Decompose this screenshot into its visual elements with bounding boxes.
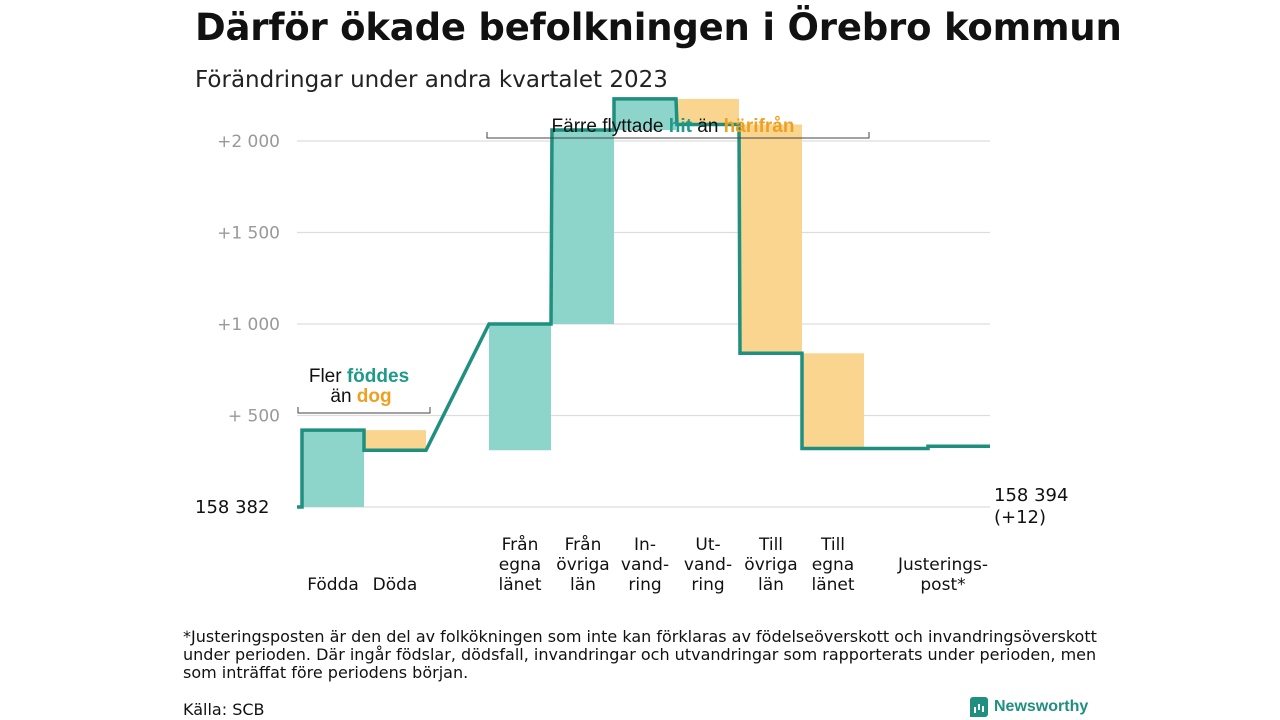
page-subtitle: Förändringar under andra kvartalet 2023 bbox=[195, 67, 668, 93]
waterfall-chart: +2 000 +1 500 +1 000 + 500 158 382 Födda Döda F… bbox=[195, 97, 1068, 595]
bar-decrease bbox=[802, 353, 864, 449]
bar-increase bbox=[302, 430, 364, 507]
category-label: Från bbox=[502, 534, 539, 555]
source-label: Källa: SCB bbox=[183, 700, 265, 719]
category-label: Ut- bbox=[695, 535, 720, 555]
category-label: Döda bbox=[373, 575, 418, 595]
annotation-word-orange: härifrån bbox=[718, 116, 794, 137]
cumulative-step-line bbox=[297, 97, 990, 509]
annotation-word-teal: hit bbox=[663, 116, 692, 137]
y-tick-label: +1 000 bbox=[217, 315, 280, 335]
category-label: post* bbox=[920, 575, 965, 595]
brand-name: Newsworthy bbox=[994, 698, 1089, 715]
category-label: vand- bbox=[684, 555, 732, 575]
category-label: Till bbox=[758, 535, 783, 555]
bars bbox=[302, 98, 864, 507]
newsworthy-logo-icon bbox=[970, 697, 988, 717]
step-line bbox=[297, 97, 990, 509]
category-label: egna bbox=[499, 555, 541, 575]
annotation-text: Fler föddes bbox=[309, 366, 409, 387]
y-tick-label: + 500 bbox=[228, 407, 280, 427]
y-tick-label: +2 000 bbox=[217, 132, 280, 152]
annotation-word-plain: Fler bbox=[309, 366, 342, 387]
y-tick-label: +1 500 bbox=[217, 224, 280, 244]
end-change-label: (+12) bbox=[994, 507, 1046, 528]
category-label: län bbox=[758, 575, 784, 595]
annotation-word-plain: än bbox=[692, 116, 718, 137]
grid-lines bbox=[297, 140, 990, 508]
category-label: länet bbox=[811, 575, 854, 595]
category-label: övriga bbox=[556, 555, 609, 575]
category-label: län bbox=[570, 575, 596, 595]
annotation-bracket bbox=[486, 132, 870, 139]
bar-decrease bbox=[740, 124, 802, 354]
category-label: vand- bbox=[621, 555, 669, 575]
bar-decrease bbox=[677, 98, 739, 125]
category-label: egna bbox=[812, 555, 854, 575]
bar-decrease bbox=[364, 430, 426, 451]
category-label: ring bbox=[628, 575, 661, 595]
category-label: ring bbox=[691, 575, 724, 595]
category-label: In- bbox=[634, 535, 656, 555]
annotation-text: Färre flyttade hit än härifrån bbox=[552, 116, 795, 137]
chart-labels: +2 000 +1 500 +1 000 + 500 158 382 Födda Döda F… bbox=[195, 116, 1068, 595]
footnote: *Justeringsposten är den del av folkökni… bbox=[183, 627, 1097, 682]
category-label: Födda bbox=[307, 575, 359, 595]
annotation-word-plain: Färre flyttade bbox=[552, 116, 664, 137]
category-label: länet bbox=[498, 575, 541, 595]
category-label: övriga bbox=[744, 555, 797, 575]
annotation-word-teal: föddes bbox=[342, 366, 410, 387]
bar-increase bbox=[552, 130, 614, 324]
category-label: Till bbox=[820, 535, 845, 555]
start-value-label: 158 382 bbox=[195, 497, 269, 518]
page-title: Därför ökade befolkningen i Örebro kommu… bbox=[195, 6, 1122, 49]
bar-increase bbox=[614, 98, 676, 131]
annotation-text: än dog bbox=[330, 386, 391, 407]
category-label: Justerings- bbox=[897, 555, 988, 575]
category-label: Från bbox=[565, 534, 602, 555]
annotation-bracket bbox=[297, 407, 431, 414]
annotation-word-orange: dog bbox=[352, 386, 392, 407]
brand-logo[interactable]: Newsworthy bbox=[970, 697, 1088, 717]
annotation-word-plain: än bbox=[330, 386, 351, 407]
end-value-label: 158 394 bbox=[994, 485, 1068, 506]
bar-increase bbox=[489, 324, 551, 451]
